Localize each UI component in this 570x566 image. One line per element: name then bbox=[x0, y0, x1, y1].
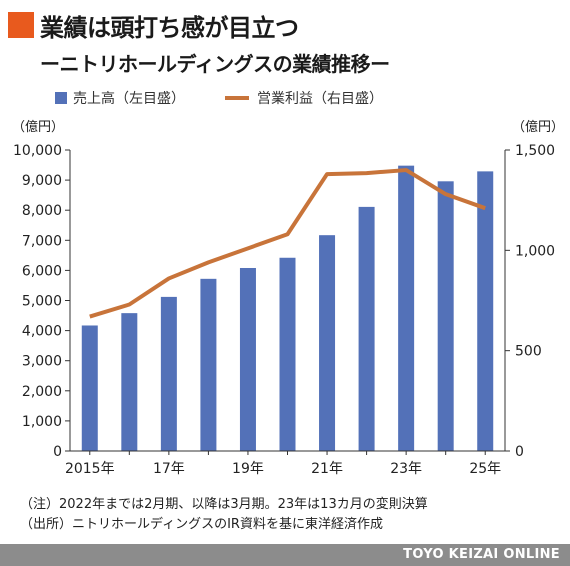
footnotes: （注）2022年までは2月期、以降は3月期。23年は13カ月の変則決算 （出所）… bbox=[20, 495, 428, 535]
footer-bar: TOYO KEIZAI ONLINE bbox=[0, 544, 570, 566]
title-row: 業績は頭打ち感が目立つ bbox=[8, 10, 299, 42]
bar-3 bbox=[200, 278, 217, 451]
x-tick-label: 21年 bbox=[311, 461, 343, 477]
right-tick-label: 0 bbox=[515, 444, 524, 460]
left-tick-label: 2,000 bbox=[22, 384, 62, 400]
right-tick-label: 500 bbox=[515, 344, 542, 360]
left-tick-label: 3,000 bbox=[22, 354, 62, 370]
left-tick-label: 4,000 bbox=[22, 324, 62, 340]
right-tick-label: 1,500 bbox=[515, 143, 555, 159]
footnote-source: （出所）ニトリホールディングスのIR資料を基に東洋経済作成 bbox=[20, 517, 383, 532]
bar-1 bbox=[121, 313, 138, 451]
bar-5 bbox=[279, 257, 296, 451]
bar-8 bbox=[398, 165, 415, 452]
chart-subtitle: ーニトリホールディングスの業績推移ー bbox=[40, 52, 390, 76]
left-tick-label: 5,000 bbox=[22, 294, 62, 310]
x-tick-label: 19年 bbox=[232, 461, 264, 477]
legend: 売上高（左目盛） 営業利益（右目盛） bbox=[55, 88, 383, 108]
left-tick-label: 6,000 bbox=[22, 263, 62, 279]
bar-7 bbox=[358, 206, 375, 451]
bar-4 bbox=[239, 267, 256, 451]
left-tick-label: 0 bbox=[53, 444, 62, 460]
operating-profit-line bbox=[89, 168, 486, 319]
footnote-note: （注）2022年までは2月期、以降は3月期。23年は13カ月の変則決算 bbox=[20, 497, 428, 512]
bar-10 bbox=[477, 171, 494, 451]
bar-9 bbox=[437, 181, 454, 451]
x-tick-label: 2015年 bbox=[65, 461, 115, 477]
bar-2 bbox=[160, 296, 177, 451]
right-tick-label: 1,000 bbox=[515, 243, 555, 259]
chart-plot: （億円） （億円） 0 1,000 2,000 3,000 4,000 5,000 6,00… bbox=[12, 119, 564, 477]
left-tick-label: 9,000 bbox=[22, 173, 62, 189]
left-tick-label: 1,000 bbox=[22, 414, 62, 430]
bar-0 bbox=[81, 325, 98, 451]
legend-bar-swatch bbox=[55, 92, 67, 104]
left-tick-label: 7,000 bbox=[22, 233, 62, 249]
right-axis-unit: （億円） bbox=[512, 119, 564, 135]
legend-bar-label: 売上高（左目盛） bbox=[73, 91, 185, 107]
left-tick-label: 10,000 bbox=[13, 143, 62, 159]
x-tick-label: 17年 bbox=[153, 461, 185, 477]
footer-brand: TOYO KEIZAI ONLINE bbox=[403, 547, 560, 562]
bar-6 bbox=[319, 235, 336, 451]
x-tick-label: 25年 bbox=[469, 461, 501, 477]
x-tick-label: 23年 bbox=[390, 461, 422, 477]
left-tick-label: 8,000 bbox=[22, 203, 62, 219]
title-accent-square bbox=[8, 12, 34, 38]
left-axis-unit: （億円） bbox=[12, 119, 64, 135]
legend-line-label: 営業利益（右目盛） bbox=[257, 91, 383, 107]
legend-line-swatch bbox=[225, 96, 249, 100]
chart-title: 業績は頭打ち感が目立つ bbox=[40, 13, 299, 42]
